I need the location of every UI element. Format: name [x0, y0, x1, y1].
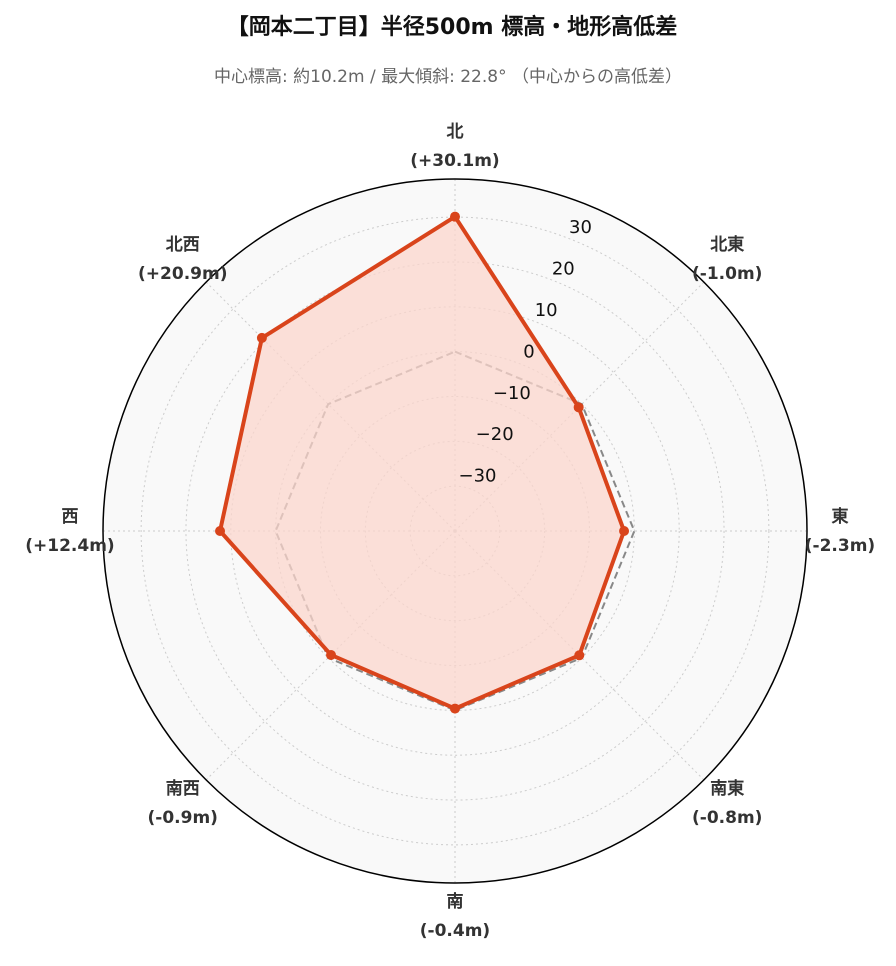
- category-label: 南西: [166, 778, 200, 799]
- chart-title: 【岡本二丁目】半径500m 標高・地形高低差: [227, 14, 678, 40]
- data-point: [256, 332, 267, 343]
- category-label: 北東: [710, 234, 744, 255]
- data-point: [450, 211, 460, 222]
- category-label: 南: [447, 891, 464, 912]
- data-point: [619, 526, 630, 536]
- r-tick-label: 30: [569, 217, 592, 238]
- r-tick-label: 10: [535, 300, 558, 321]
- value-label: (-0.9m): [148, 808, 218, 828]
- data-point: [450, 703, 460, 714]
- r-tick-label: 20: [552, 259, 575, 280]
- value-label: (-0.4m): [420, 921, 490, 941]
- r-tick-label: −20: [476, 424, 514, 445]
- category-label: 南東: [710, 778, 744, 799]
- r-tick-label: −30: [459, 466, 497, 487]
- category-label: 北西: [166, 235, 200, 255]
- data-point: [215, 526, 226, 536]
- value-label: (+20.9m): [138, 264, 227, 284]
- grid-circle: [140, 216, 770, 846]
- plot-border: [102, 178, 808, 884]
- value-label: (-1.0m): [692, 264, 762, 284]
- category-label: 東: [832, 506, 849, 527]
- r-tick-label: 0: [523, 341, 534, 362]
- value-label: (+12.4m): [25, 536, 114, 556]
- data-point: [573, 402, 584, 413]
- data-point: [326, 649, 337, 660]
- grid-circle: [185, 261, 725, 801]
- category-label: 西: [62, 507, 79, 527]
- chart-subtitle: 中心標高: 約10.2m / 最大傾斜: 22.8° （中心からの高低差）: [214, 67, 682, 87]
- category-label: 北: [447, 122, 464, 142]
- value-label: (-0.8m): [692, 808, 762, 828]
- r-tick-label: −10: [493, 383, 531, 404]
- data-point: [574, 650, 585, 661]
- value-label: (+30.1m): [410, 151, 499, 171]
- value-label: (-2.3m): [805, 536, 875, 556]
